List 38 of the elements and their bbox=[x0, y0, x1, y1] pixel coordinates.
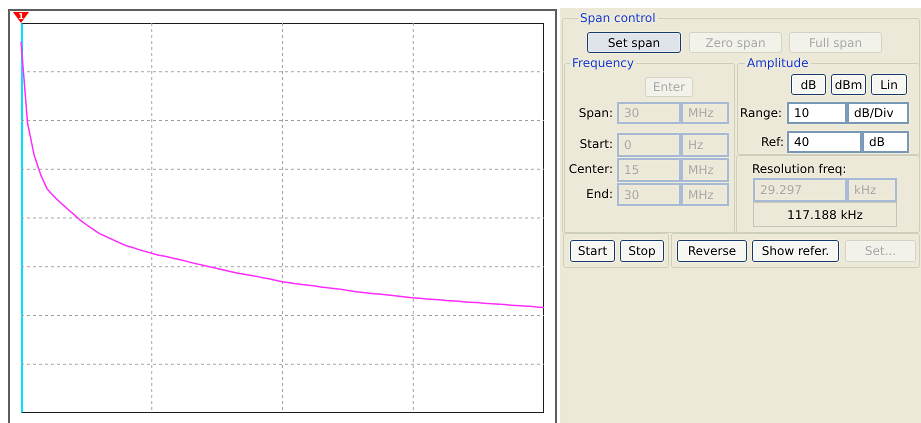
text: Full span bbox=[789, 32, 882, 53]
text: 30 bbox=[617, 102, 681, 124]
text: Span control bbox=[578, 11, 658, 25]
text: 117.188 kHz bbox=[753, 202, 897, 227]
text: MHz bbox=[681, 102, 729, 124]
text: dB/Div bbox=[847, 102, 909, 124]
text: Start bbox=[570, 240, 615, 262]
text: 0 bbox=[617, 133, 681, 157]
text: dB bbox=[862, 131, 909, 153]
text: Set... bbox=[845, 240, 916, 262]
text: 40 bbox=[787, 131, 862, 153]
text: Show refer. bbox=[752, 240, 839, 262]
text: Span: bbox=[578, 105, 613, 122]
text: dB bbox=[791, 74, 826, 95]
text: Range: bbox=[738, 105, 782, 122]
text: Center: bbox=[568, 161, 613, 178]
text: dBm bbox=[831, 74, 866, 95]
text: End: bbox=[585, 186, 613, 203]
text: Frequency bbox=[570, 56, 636, 70]
text: 29.297 bbox=[753, 178, 847, 202]
text: Enter bbox=[645, 77, 693, 97]
text: 15 bbox=[617, 158, 681, 182]
text: 30 bbox=[617, 183, 681, 206]
text: MHz bbox=[681, 158, 729, 182]
text: Amplitude bbox=[745, 56, 810, 70]
text: Hz bbox=[681, 133, 729, 157]
text: Set span bbox=[587, 32, 681, 53]
text: Zero span bbox=[689, 32, 782, 53]
text: Reverse bbox=[677, 240, 747, 262]
text: Resolution freq: bbox=[752, 161, 846, 177]
text: MHz bbox=[681, 183, 729, 206]
text: 10 bbox=[787, 102, 847, 124]
text: kHz bbox=[847, 178, 897, 202]
text: Ref: bbox=[760, 134, 784, 151]
text: Start: bbox=[578, 136, 613, 153]
text: Stop bbox=[620, 240, 664, 262]
text: Lin bbox=[871, 74, 907, 95]
text: 1 bbox=[18, 12, 24, 21]
